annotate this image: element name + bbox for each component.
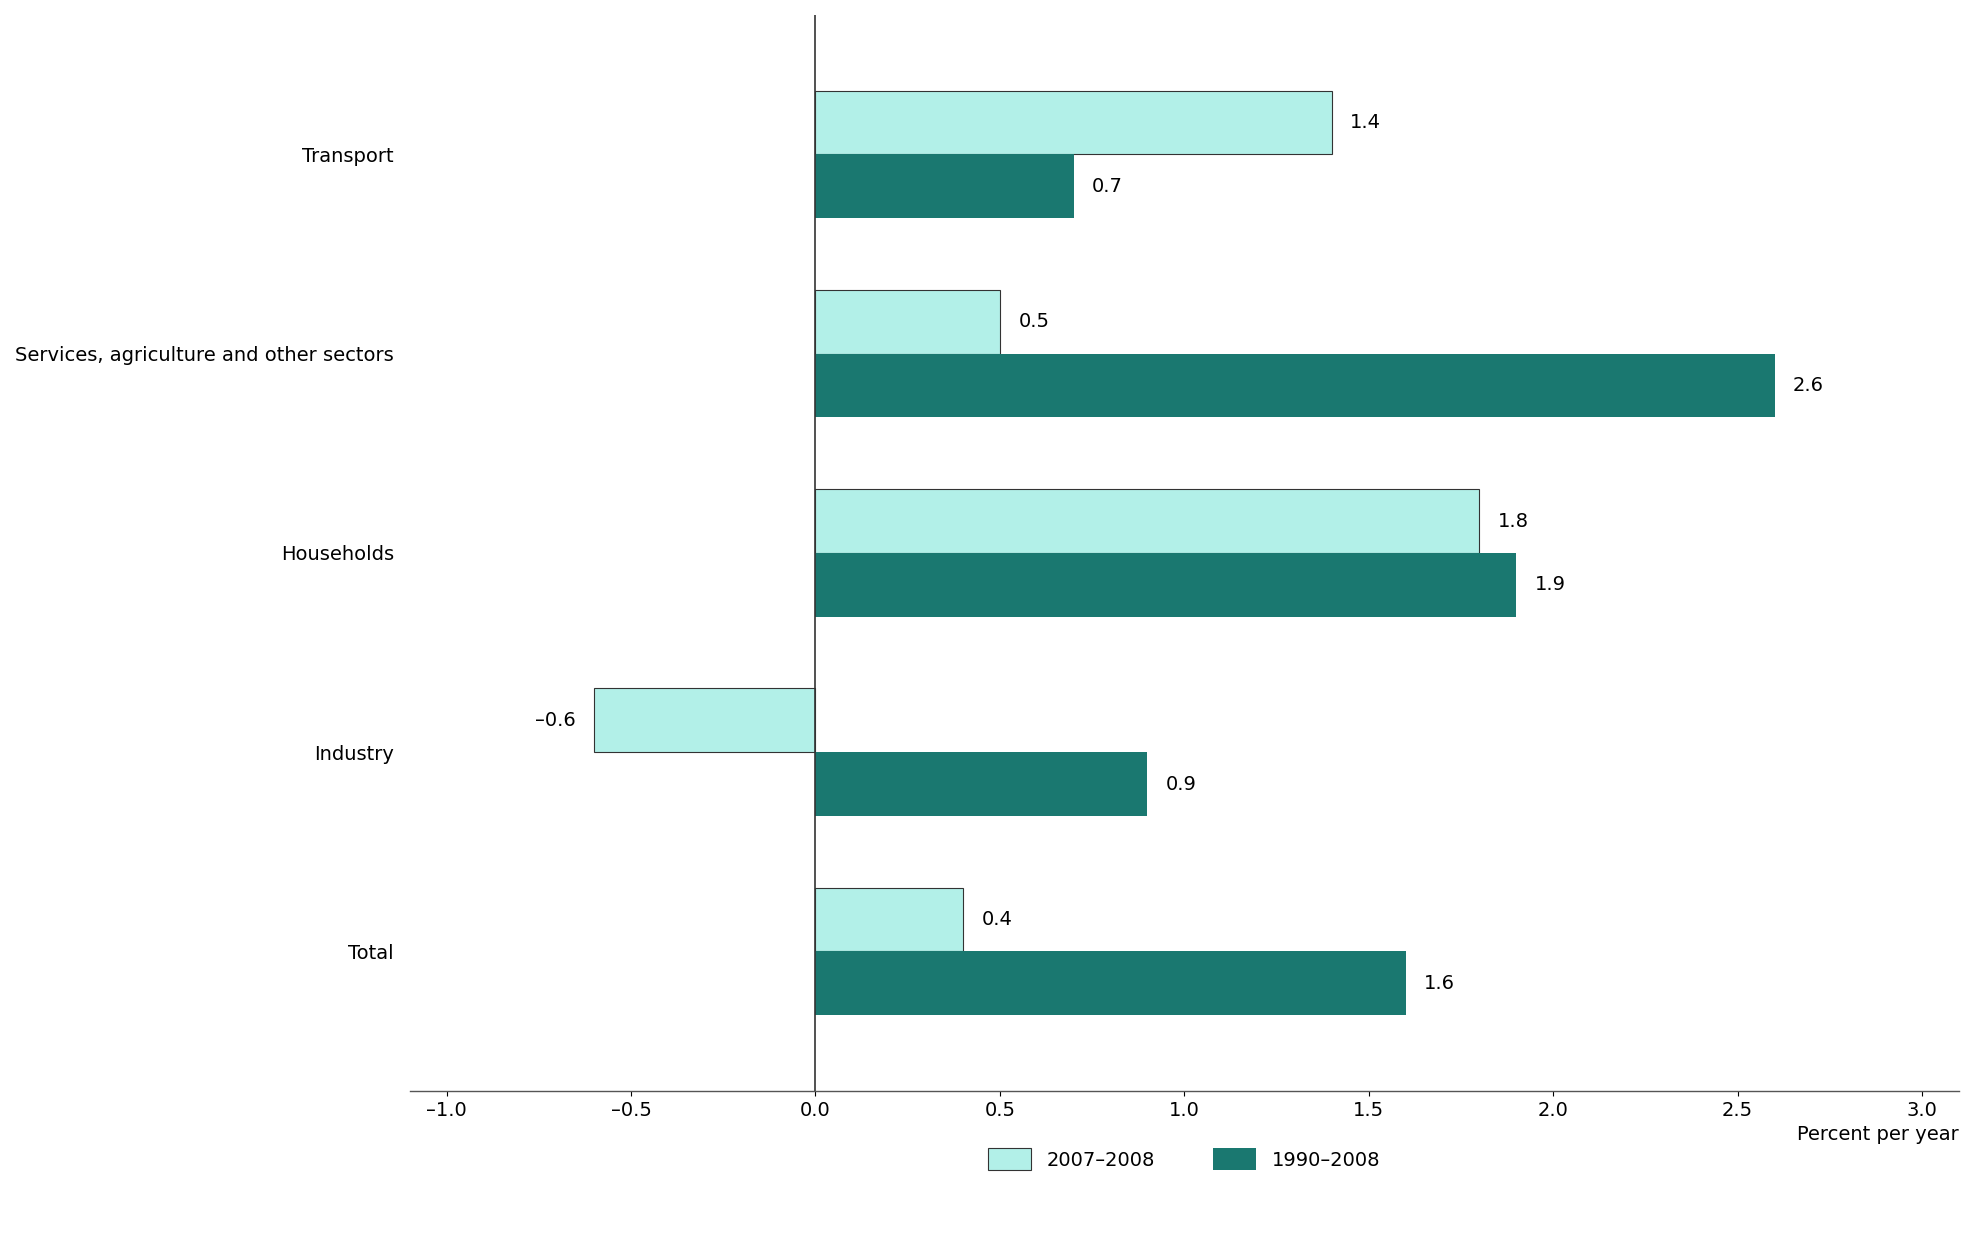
- Bar: [815, 888, 963, 952]
- Text: 0.9: 0.9: [1166, 774, 1196, 793]
- Bar: [815, 91, 1332, 155]
- Bar: [815, 490, 1478, 553]
- Bar: [594, 689, 815, 752]
- Bar: [815, 752, 1146, 816]
- Text: 0.5: 0.5: [1018, 312, 1050, 331]
- Legend: 2007–2008, 1990–2008: 2007–2008, 1990–2008: [981, 1141, 1387, 1178]
- Text: 0.7: 0.7: [1091, 176, 1123, 196]
- X-axis label: Percent per year: Percent per year: [1795, 1126, 1957, 1144]
- Text: 1.6: 1.6: [1423, 974, 1454, 993]
- Text: 1.4: 1.4: [1350, 113, 1381, 132]
- Text: 1.8: 1.8: [1498, 511, 1529, 530]
- Text: 0.4: 0.4: [981, 910, 1012, 929]
- Bar: [815, 553, 1515, 617]
- Bar: [815, 354, 1774, 418]
- Text: 2.6: 2.6: [1791, 376, 1823, 395]
- Bar: [815, 290, 1000, 354]
- Text: –0.6: –0.6: [535, 711, 576, 730]
- Text: 1.9: 1.9: [1535, 575, 1565, 594]
- Bar: [815, 952, 1405, 1015]
- Bar: [815, 155, 1073, 218]
